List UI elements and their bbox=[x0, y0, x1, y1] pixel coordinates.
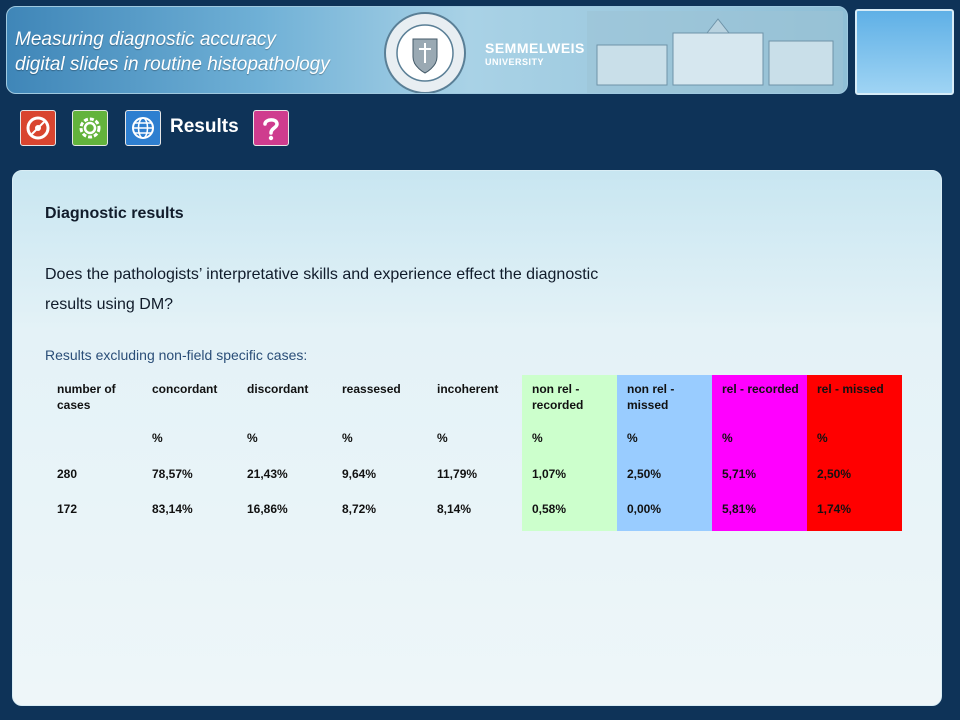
unit-cell: % bbox=[152, 431, 163, 445]
header-cell: non rel - missed bbox=[617, 375, 712, 425]
table-cell: 78,57% bbox=[152, 467, 193, 481]
unit-cell: % bbox=[342, 431, 353, 445]
header-cell: incoherent bbox=[437, 382, 499, 396]
page-heading: Diagnostic results bbox=[45, 205, 184, 222]
results-subnote: Results excluding non-field specific cas… bbox=[45, 347, 308, 363]
table-unit-row: % % % % % % % % bbox=[47, 425, 902, 461]
table-header-row: number of cases concordant discordant re… bbox=[47, 375, 902, 425]
university-building-image bbox=[587, 11, 843, 93]
web-button[interactable] bbox=[125, 110, 161, 146]
globe-icon bbox=[132, 117, 154, 139]
table-cell: 83,14% bbox=[152, 502, 193, 516]
table-cell: 11,79% bbox=[437, 467, 478, 481]
unit-cell: % bbox=[522, 425, 617, 461]
table-cell: 1,74% bbox=[807, 496, 902, 531]
table-cell: 8,72% bbox=[342, 502, 377, 516]
table-cell: 2,50% bbox=[617, 461, 712, 496]
table-cell: 0,00% bbox=[617, 496, 712, 531]
question-line-1: Does the pathologists’ interpretative sk… bbox=[45, 266, 599, 283]
gear-icon bbox=[79, 117, 101, 139]
question-line-2: results using DM? bbox=[45, 296, 174, 313]
presentation-title: Measuring diagnostic accuracy digital sl… bbox=[15, 27, 330, 77]
unit-cell: % bbox=[437, 431, 448, 445]
unit-cell: % bbox=[617, 425, 712, 461]
title-line-1: Measuring diagnostic accuracy bbox=[15, 29, 276, 50]
university-name: SEMMELWEIS bbox=[485, 40, 585, 56]
unit-cell bbox=[47, 425, 142, 461]
header-cell: concordant bbox=[152, 382, 218, 396]
header-cell: reassesed bbox=[342, 382, 401, 396]
disc-button[interactable] bbox=[20, 110, 56, 146]
unit-cell: % bbox=[247, 431, 258, 445]
header-cell: discordant bbox=[247, 382, 309, 396]
disc-icon bbox=[26, 116, 50, 140]
university-subname: UNIVERSITY bbox=[485, 57, 545, 67]
header-cell: rel - recorded bbox=[712, 375, 807, 425]
table-cell: 5,71% bbox=[712, 461, 807, 496]
table-cell: 1,07% bbox=[522, 461, 617, 496]
university-wordmark: SEMMELWEIS UNIVERSITY bbox=[485, 41, 585, 69]
content-panel: Diagnostic results Does the pathologists… bbox=[12, 170, 942, 706]
results-table: number of cases concordant discordant re… bbox=[47, 375, 902, 531]
table-cell: 172 bbox=[57, 502, 78, 516]
corner-image-placeholder bbox=[855, 9, 954, 95]
table-cell: 280 bbox=[57, 467, 78, 481]
header-cell: non rel - recorded bbox=[522, 375, 617, 425]
title-line-2: digital slides in routine histopathology bbox=[15, 54, 330, 75]
table-row: 172 83,14% 16,86% 8,72% 8,14% 0,58% 0,00… bbox=[47, 496, 902, 531]
table-cell: 5,81% bbox=[712, 496, 807, 531]
help-button[interactable] bbox=[253, 110, 289, 146]
table-cell: 16,86% bbox=[247, 502, 288, 516]
settings-button[interactable] bbox=[72, 110, 108, 146]
table-row: 280 78,57% 21,43% 9,64% 11,79% 1,07% 2,5… bbox=[47, 461, 902, 496]
section-label: Results bbox=[170, 116, 239, 137]
table-cell: 21,43% bbox=[247, 467, 288, 481]
table-cell: 0,58% bbox=[522, 496, 617, 531]
table-cell: 2,50% bbox=[807, 461, 902, 496]
header-cell: rel - missed bbox=[807, 375, 902, 425]
unit-cell: % bbox=[712, 425, 807, 461]
table-cell: 8,14% bbox=[437, 502, 472, 516]
header-banner: Measuring diagnostic accuracy digital sl… bbox=[6, 6, 848, 94]
unit-cell: % bbox=[807, 425, 902, 461]
university-seal-icon bbox=[384, 12, 466, 93]
table-cell: 9,64% bbox=[342, 467, 377, 481]
research-question: Does the pathologists’ interpretative sk… bbox=[45, 260, 745, 320]
header-cell: number of cases bbox=[57, 382, 116, 412]
help-icon bbox=[263, 118, 279, 141]
